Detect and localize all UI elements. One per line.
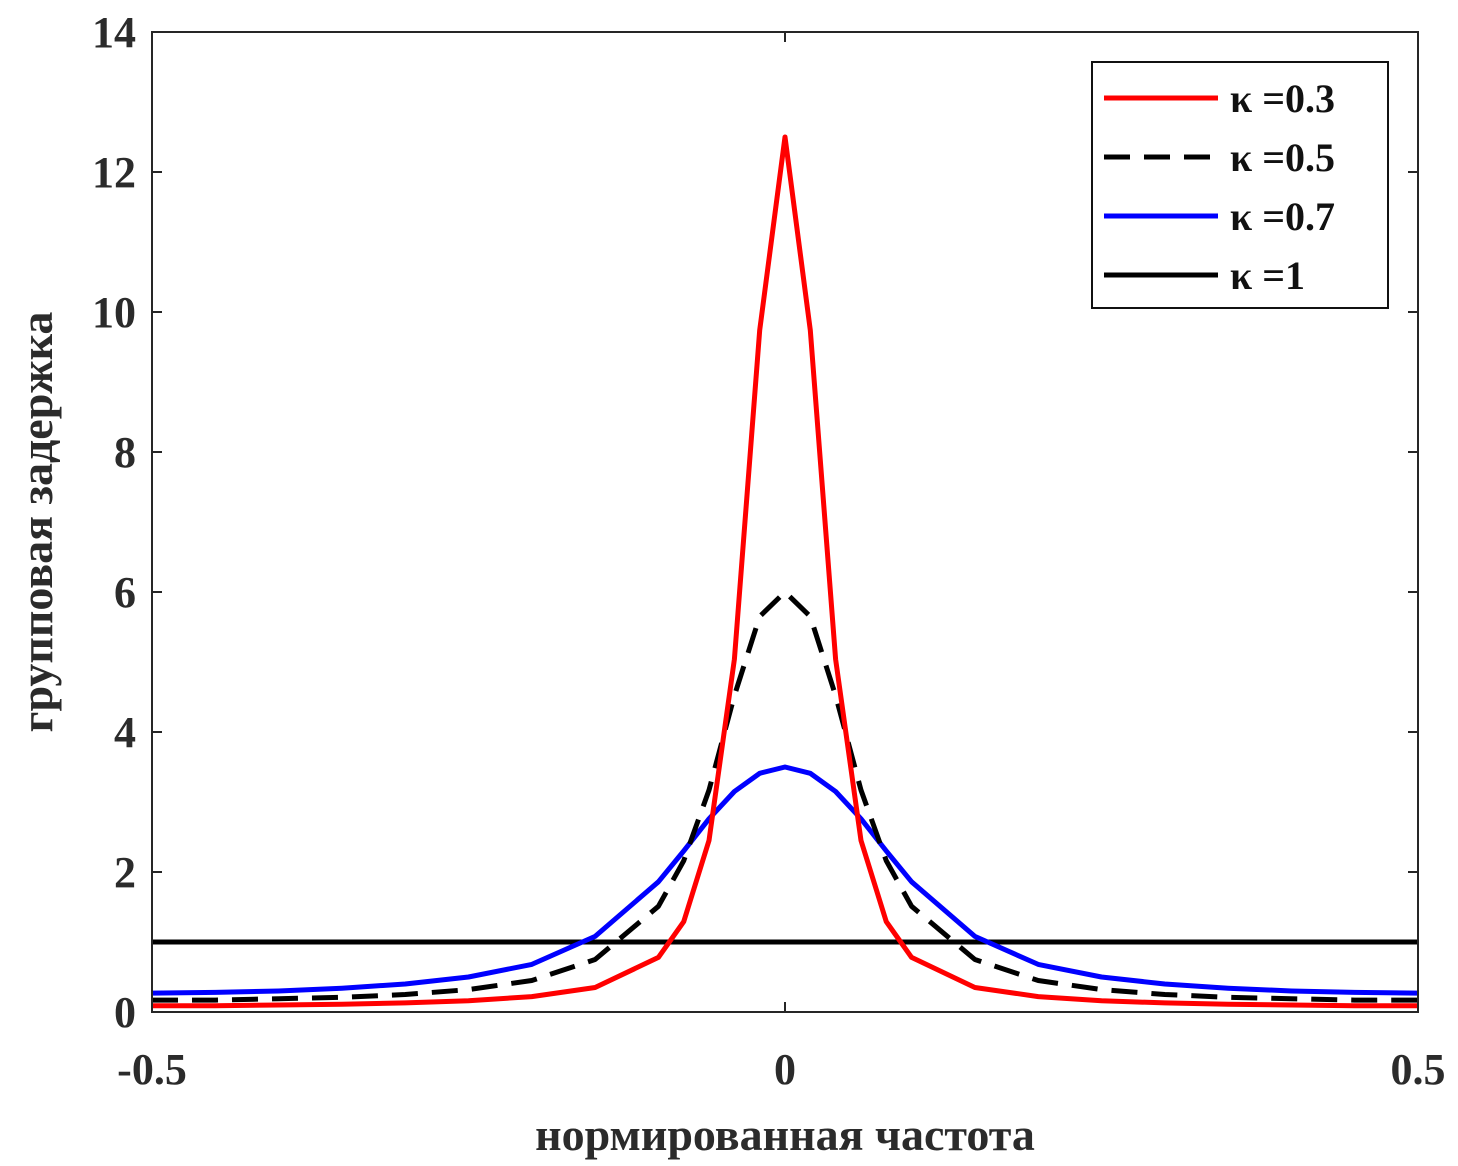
y-tick-label: 6 <box>114 568 136 617</box>
legend-label-3: κ =0.7 <box>1230 194 1335 239</box>
series-line-2 <box>152 589 1418 1003</box>
y-tick-label: 8 <box>114 428 136 477</box>
y-tick-label: 14 <box>92 8 136 57</box>
y-tick-label: 2 <box>114 848 136 897</box>
legend-box <box>1091 61 1389 309</box>
plot-content <box>151 134 1419 1009</box>
legend: κ =0.3 κ =0.5 κ =0.7 κ =1 <box>1091 61 1389 309</box>
x-tick-label: 0 <box>774 1045 796 1094</box>
legend-label-1: κ =0.3 <box>1230 76 1335 121</box>
legend-items: κ =0.3 κ =0.5 κ =0.7 κ =1 <box>1104 76 1335 298</box>
y-tick-label: 12 <box>92 148 136 197</box>
x-axis-title: нормированная частота <box>535 1109 1035 1160</box>
y-tick-label: 0 <box>114 988 136 1037</box>
x-tick-label: 0.5 <box>1391 1045 1446 1094</box>
x-tick-label: -0.5 <box>117 1045 187 1094</box>
legend-label-4: κ =1 <box>1230 253 1305 298</box>
series-line-1 <box>152 134 1418 1009</box>
tick-marks <box>151 31 1419 1013</box>
series-line-3 <box>151 764 1419 996</box>
tick-labels: 0 2 4 6 8 10 12 14 -0.5 0 0.5 <box>92 8 1446 1094</box>
legend-label-2: κ =0.5 <box>1230 135 1335 180</box>
y-tick-label: 10 <box>92 288 136 337</box>
y-axis-title: групповая задержка <box>11 312 62 733</box>
y-tick-label: 4 <box>114 708 136 757</box>
